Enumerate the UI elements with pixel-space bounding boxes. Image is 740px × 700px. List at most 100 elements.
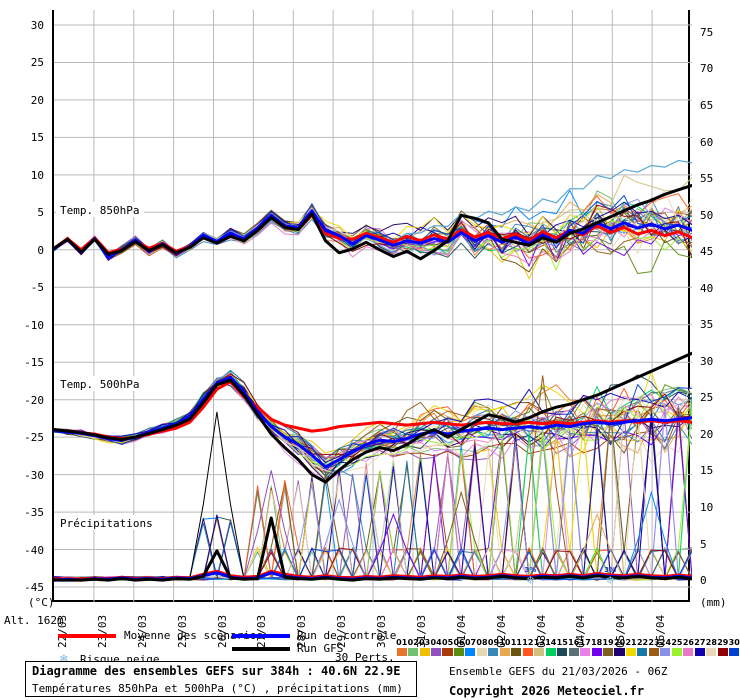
snow-risk-marker: 3% ❄ — [519, 565, 543, 587]
member-number: 23 — [648, 638, 660, 647]
snow-risk-marker: 3% ❄ — [598, 565, 622, 587]
member-color-swatch — [453, 648, 464, 656]
member-number: 17 — [579, 638, 591, 647]
chart-series-layer — [54, 159, 692, 582]
member-color-swatch — [729, 648, 740, 656]
y-axis-left-tick: -5 — [30, 281, 44, 294]
member-number: 10 — [499, 638, 511, 647]
snowflake-icon: ❄ — [60, 652, 68, 667]
y-axis-left-tick: -35 — [24, 506, 44, 519]
y-axis-left-tick: -30 — [24, 469, 44, 482]
member-number: 02 — [407, 638, 419, 647]
y-axis-left-tick: -10 — [24, 319, 44, 332]
altitude-label: Alt. 162m — [4, 614, 64, 627]
legend-swatch-control — [232, 634, 290, 638]
y-axis-left-tick: -25 — [24, 431, 44, 444]
member-color-swatch — [499, 648, 510, 656]
member-number: 25 — [671, 638, 683, 647]
member-number: 12 — [522, 638, 534, 647]
member-number: 16 — [568, 638, 580, 647]
member-number: 09 — [487, 638, 500, 647]
y-axis-right-tick: 50 — [700, 209, 714, 222]
member-color-swatch — [396, 648, 407, 656]
member-color-swatch — [568, 648, 579, 656]
chart-title-box: Diagramme des ensembles GEFS sur 384h : … — [25, 661, 417, 697]
panel-caption-backdrop — [56, 376, 145, 391]
y-axis-right-tick: 15 — [700, 464, 714, 477]
y-axis-right-tick: 35 — [700, 318, 714, 331]
member-number: 27 — [694, 638, 706, 647]
snow-risk-percent: 3% — [524, 566, 537, 574]
y-axis-left-tick: 20 — [30, 94, 44, 107]
y-axis-left-tick: 15 — [30, 131, 44, 144]
member-color-swatch — [660, 648, 671, 656]
y-axis-right-tick: 70 — [700, 62, 714, 75]
snow-risk-percent: 3% — [604, 566, 617, 574]
member-number: 22 — [636, 638, 649, 647]
member-color-swatch — [511, 648, 522, 656]
member-number: 26 — [682, 638, 694, 647]
y-axis-right-tick: 25 — [700, 391, 714, 404]
member-color-swatch — [694, 648, 705, 656]
panel-caption-backdrop — [56, 202, 145, 217]
y-axis-left-tick: 0 — [37, 244, 44, 257]
y-axis-right-tick: 55 — [700, 172, 714, 185]
member-color-swatch — [671, 648, 682, 656]
legend-label-gfs: Run GFS — [297, 642, 344, 655]
y-axis-right-tick: 30 — [700, 355, 714, 368]
perts-count-label: 30 Perts. — [335, 651, 395, 664]
member-number: 04 — [430, 638, 442, 647]
member-color-swatch — [717, 648, 728, 656]
member-number: 18 — [591, 638, 603, 647]
member-color-swatch — [614, 648, 625, 656]
member-number: 20 — [614, 638, 626, 647]
copyright-label: Copyright 2026 Meteociel.fr — [449, 684, 645, 698]
member-color-swatch — [706, 648, 717, 656]
member-number: 11 — [510, 638, 522, 647]
y-axis-right-tick: 10 — [700, 501, 714, 514]
x-axis-tick: 23/03 — [96, 614, 109, 648]
member-number: 13 — [533, 638, 545, 647]
member-color-swatch — [557, 648, 568, 656]
member-color-swatch — [465, 648, 476, 656]
y-axis-left-tick: 30 — [30, 19, 44, 32]
member-color-swatch — [431, 648, 442, 656]
y-axis-right-tick: 40 — [700, 282, 714, 295]
y-axis-left-tick: 5 — [37, 206, 44, 219]
y-axis-left-tick: -15 — [24, 356, 44, 369]
member-color-swatch — [648, 648, 659, 656]
member-color-swatch — [476, 648, 487, 656]
y-axis-left-tick: -45 — [24, 581, 44, 594]
y-axis-left-tick: -20 — [24, 394, 44, 407]
member-color-swatch — [683, 648, 694, 656]
y-axis-right-tick: 45 — [700, 245, 714, 258]
legend-label-mean: Moyenne des scénarios — [124, 629, 264, 642]
y-axis-right-tick: 60 — [700, 136, 714, 149]
snowflake-icon: ❄ — [526, 573, 535, 587]
y-axis-left-tick: -40 — [24, 544, 44, 557]
panel-caption-2: Temp. 500hPa — [60, 378, 140, 391]
member-number: 19 — [602, 638, 614, 647]
member-number: 30 — [728, 638, 740, 647]
left-unit-label: (°C) — [28, 596, 55, 609]
panel-caption-1: Temp. 850hPa — [60, 204, 140, 217]
y-axis-left-tick: 25 — [30, 56, 44, 69]
ensemble-member-legend: 01 02 03 04 05 06 07 08 09 10 11 12 13 14 15 16 17 18 19 20… — [396, 638, 740, 660]
y-axis-right-tick: 0 — [700, 574, 707, 587]
legend-swatch-mean — [58, 634, 116, 638]
chart-plot-area — [52, 10, 692, 602]
member-number: 24 — [659, 638, 672, 647]
member-number: 14 — [545, 638, 557, 647]
member-number: 08 — [476, 638, 488, 647]
run-info-label: Ensemble GEFS du 21/03/2026 - 06Z — [449, 665, 668, 678]
y-axis-right-tick: 75 — [700, 26, 714, 39]
legend-swatch-gfs — [232, 647, 290, 651]
member-color-swatch — [442, 648, 453, 656]
member-color-swatch — [591, 648, 602, 656]
panel-caption-backdrop — [56, 515, 158, 530]
snowflake-icon: ❄ — [606, 573, 614, 587]
right-unit-label: (mm) — [700, 596, 727, 609]
y-axis-left-tick: 10 — [30, 169, 44, 182]
member-number: 03 — [419, 638, 431, 647]
member-color-swatch — [488, 648, 499, 656]
